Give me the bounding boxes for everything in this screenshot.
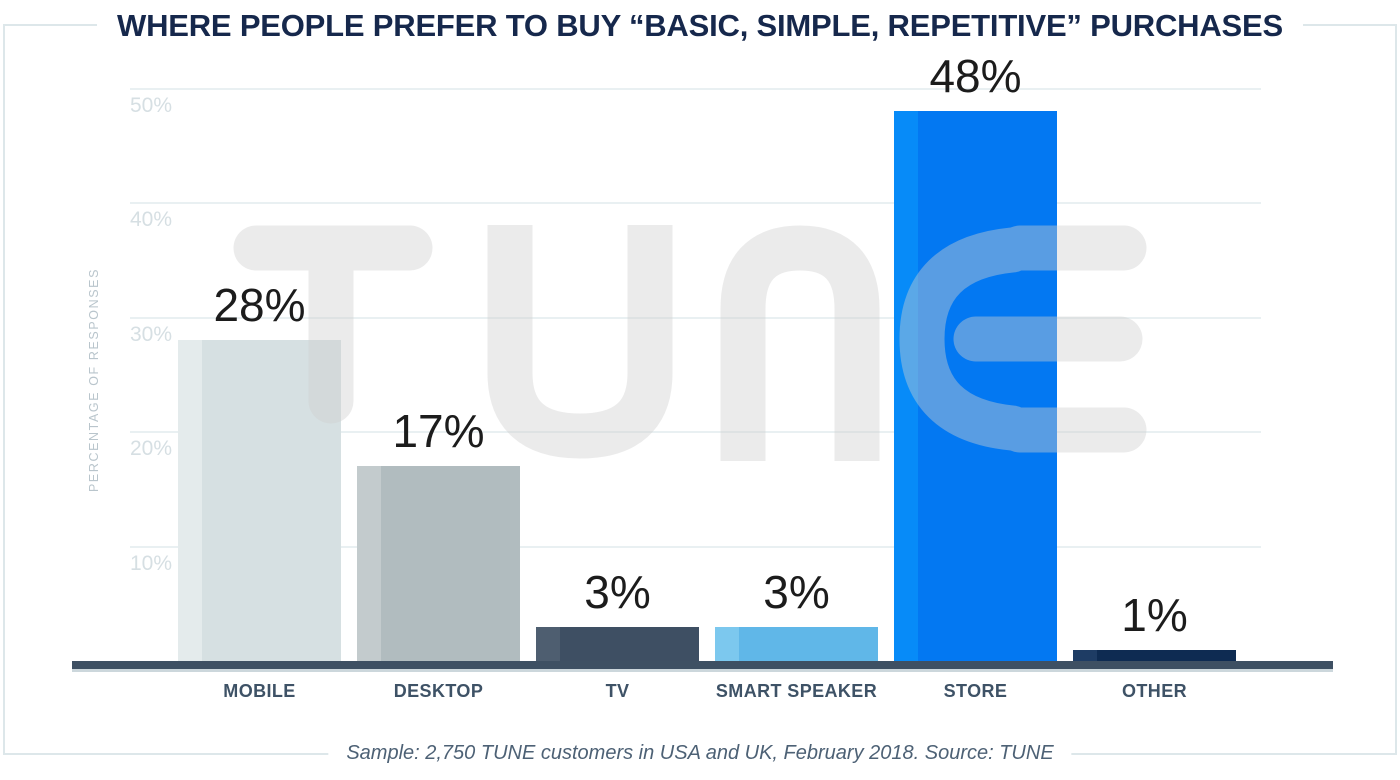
bar-desktop [357, 466, 520, 662]
y-tick-label: 50% [130, 93, 173, 117]
source-caption: Sample: 2,750 TUNE customers in USA and … [328, 740, 1072, 767]
category-label-mobile: MOBILE [223, 681, 296, 701]
gridline-30% [130, 316, 1261, 319]
y-tick-label: 10% [130, 551, 173, 575]
y-tick-label: 20% [130, 437, 173, 460]
category-label-tv: TV [605, 681, 630, 701]
bar-smart-speaker [715, 627, 878, 662]
category-label-smart-speaker: SMART SPEAKER [715, 681, 878, 701]
value-label-other: 1% [1121, 589, 1188, 641]
chart-title: WHERE PEOPLE PREFER TO BUY “BASIC, SIMPL… [97, 6, 1303, 46]
y-tick-label: 30% [130, 322, 173, 346]
value-label-mobile: 28% [213, 279, 306, 331]
bar-highlight-stripe [894, 111, 918, 662]
bar-store [894, 111, 1057, 662]
x-axis-underline [72, 669, 1333, 672]
gridline-20% [130, 431, 1261, 433]
bar-other [1073, 650, 1236, 662]
bar-highlight-stripe [178, 340, 202, 662]
category-label-other: OTHER [1122, 681, 1187, 701]
value-label-desktop: 17% [392, 405, 485, 457]
bar-highlight-stripe [1073, 650, 1097, 662]
value-label-store: 48% [929, 50, 1022, 102]
value-label-smart-speaker: 3% [763, 566, 830, 618]
value-label-tv: 3% [584, 566, 651, 618]
gridline-10% [130, 545, 1261, 548]
category-label-store: STORE [943, 681, 1008, 701]
x-axis-line [72, 661, 1333, 669]
y-tick-label: 40% [130, 208, 173, 231]
bar-highlight-stripe [715, 627, 739, 662]
bar-tv [536, 627, 699, 662]
category-label-desktop: DESKTOP [393, 681, 484, 701]
y-axis-title: PERCENTAGE OF RESPONSES [87, 267, 101, 493]
bar-highlight-stripe [536, 627, 560, 662]
bar-highlight-stripe [357, 466, 381, 662]
bar-mobile [178, 340, 341, 662]
gridline-50% [130, 87, 1261, 90]
gridline-40% [130, 202, 1261, 204]
